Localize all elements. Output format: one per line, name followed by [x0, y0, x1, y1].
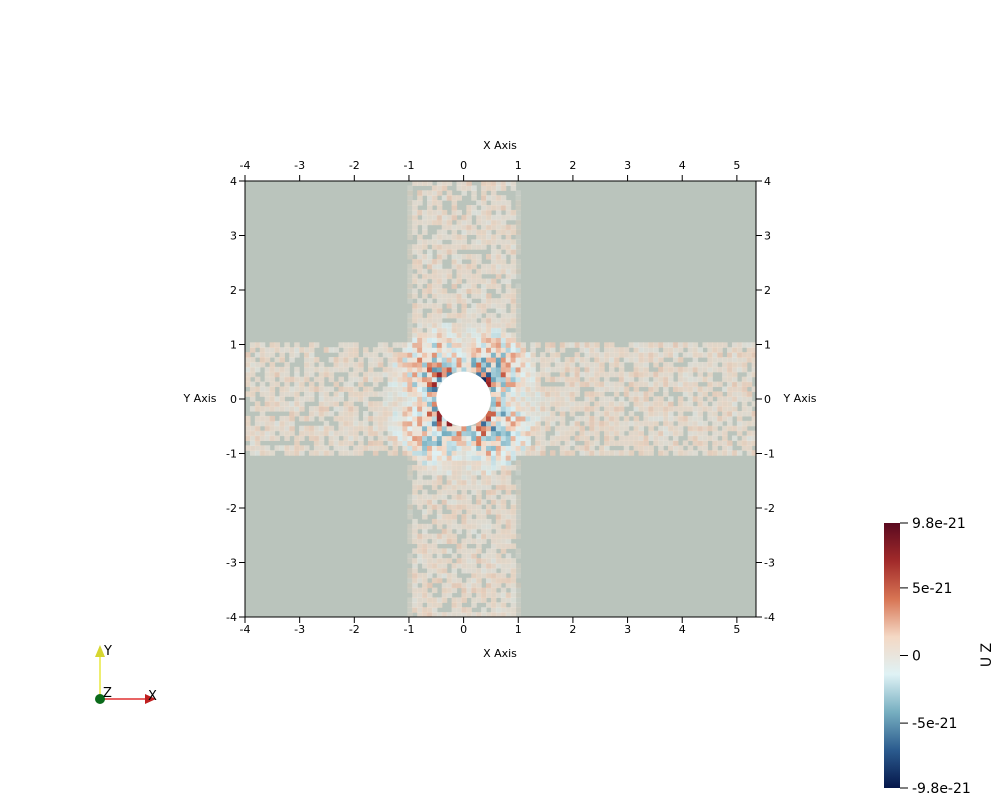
orientation-arrow-y [95, 645, 105, 657]
x-tick-label: 1 [515, 623, 522, 636]
y-tick-label: -2 [764, 502, 775, 515]
orientation-arrow-x [145, 694, 156, 704]
x-tick-label: 4 [679, 623, 686, 636]
x-tick-label: 0 [460, 159, 467, 172]
y-tick-label: 0 [764, 393, 771, 406]
x-tick-label: 5 [733, 159, 740, 172]
x-tick-label: -3 [294, 623, 305, 636]
orientation-label-y: Y [103, 644, 112, 659]
colorbar-tick-label: -5e-21 [912, 716, 957, 732]
x-tick-label: 5 [733, 623, 740, 636]
x-tick-label: -2 [349, 159, 360, 172]
colorbar-ticks: 9.8e-21 5e-21 0 -5e-21 -9.8e-21 [900, 516, 971, 797]
y-axis-title-left: Y Axis [182, 392, 216, 405]
x-tick-label: -1 [403, 159, 414, 172]
x-tick-label: -1 [403, 623, 414, 636]
y-tick-label: -1 [226, 448, 237, 461]
y-tick-label: 2 [764, 284, 771, 297]
y-tick-label: 3 [764, 230, 771, 243]
colorbar-tick-label: -9.8e-21 [912, 781, 971, 797]
heatmap-cells [245, 181, 756, 617]
orientation-axis-z [95, 694, 105, 704]
y-tick-label: 4 [764, 175, 771, 188]
colorbar-tick-label: 0 [912, 649, 921, 665]
x-tick-label: 3 [624, 623, 631, 636]
hole-cutout [436, 371, 491, 427]
x-tick-label: -3 [294, 159, 305, 172]
orientation-label-x: X [148, 689, 157, 704]
x-axis-title-top: X Axis [483, 139, 517, 152]
x-tick-label: -4 [240, 159, 251, 172]
y-tick-label: 4 [230, 175, 237, 188]
y-tick-label: 1 [230, 339, 237, 352]
y-tick-label: 3 [230, 230, 237, 243]
x-tick-label: 1 [515, 159, 522, 172]
y-tick-label: -4 [764, 611, 775, 624]
x-tick-label: 2 [569, 623, 576, 636]
orientation-axes[interactable]: X Y Z [95, 644, 157, 704]
colorbar-tick-label: 9.8e-21 [912, 516, 966, 532]
y-tick-label: -2 [226, 502, 237, 515]
y-tick-label: 0 [230, 393, 237, 406]
y-axis-title-right: Y Axis [782, 392, 816, 405]
y-tick-label: 2 [230, 284, 237, 297]
y-tick-label: -3 [226, 557, 237, 570]
colorbar-tick-label: 5e-21 [912, 581, 952, 597]
y-tick-label: 1 [764, 339, 771, 352]
x-tick-label: 0 [460, 623, 467, 636]
orientation-label-z: Z [103, 686, 112, 701]
x-tick-label: -4 [240, 623, 251, 636]
x-tick-label: 4 [679, 159, 686, 172]
x-axis-title-bottom: X Axis [483, 647, 517, 660]
y-tick-label: -4 [226, 611, 237, 624]
y-tick-label: -3 [764, 557, 775, 570]
colorbar-gradient [884, 523, 900, 788]
heatmap-plot[interactable] [244, 180, 757, 618]
colorbar-title: U Z [979, 643, 995, 667]
x-tick-label: -2 [349, 623, 360, 636]
y-tick-label: -1 [764, 448, 775, 461]
x-tick-label: 3 [624, 159, 631, 172]
color-legend[interactable]: 9.8e-21 5e-21 0 -5e-21 -9.8e-21 U Z [884, 516, 995, 797]
x-tick-label: 2 [569, 159, 576, 172]
